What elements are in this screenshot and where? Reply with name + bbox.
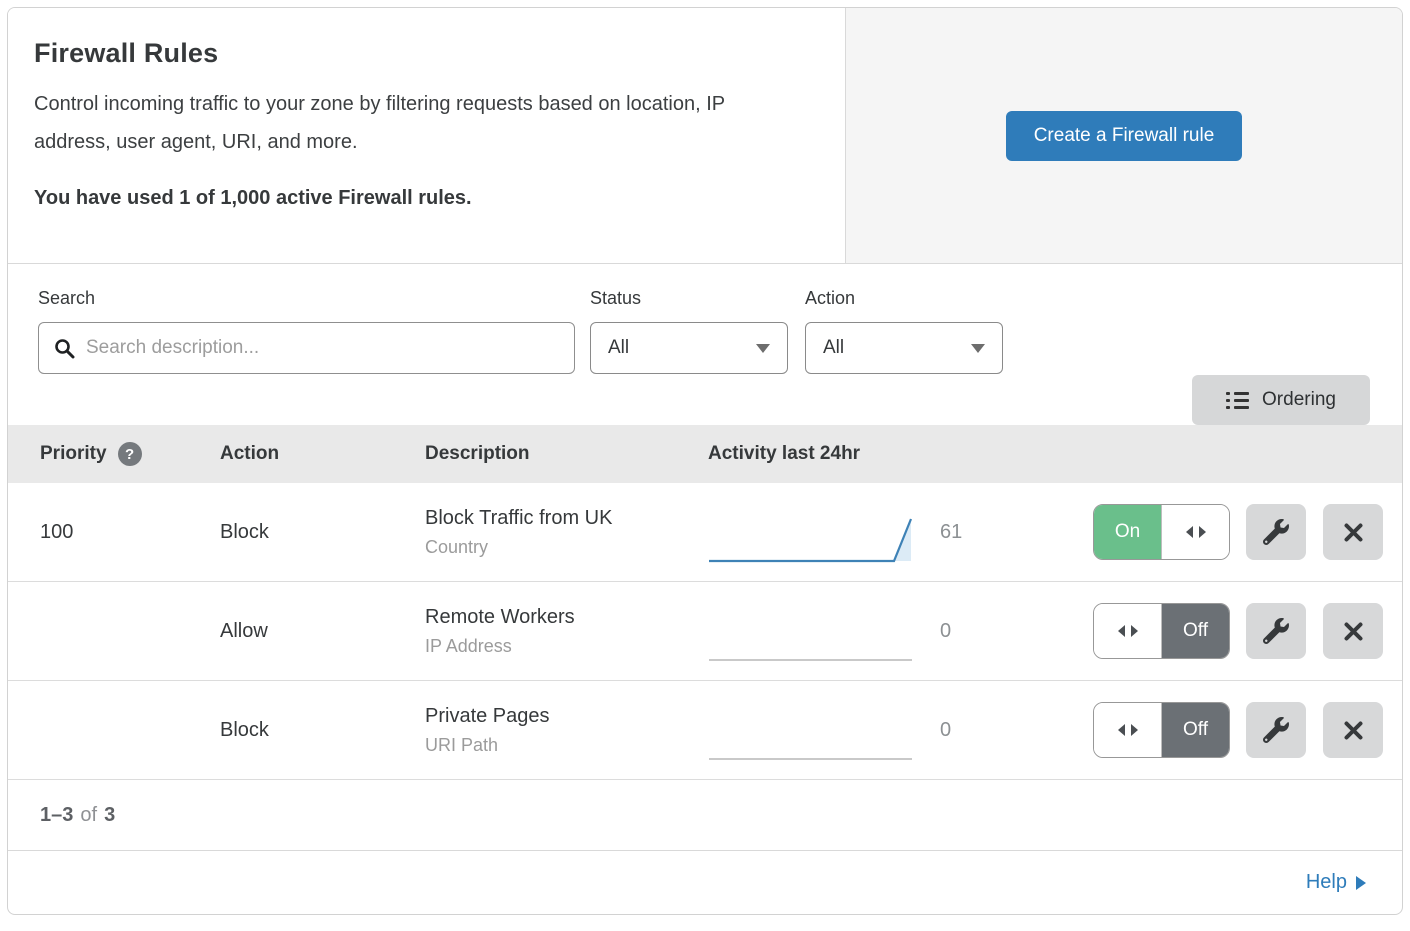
search-box[interactable] xyxy=(38,322,575,374)
close-icon xyxy=(1344,622,1362,640)
header-action-panel: Create a Firewall rule xyxy=(846,8,1402,263)
page-description: Control incoming traffic to your zone by… xyxy=(34,93,725,153)
toggle-on-label: On xyxy=(1094,505,1161,559)
ordering-button-label: Ordering xyxy=(1262,389,1336,410)
firewall-rules-card: Firewall Rules Control incoming traffic … xyxy=(7,7,1403,915)
table-row: Allow Remote Workers IP Address 0 Off xyxy=(8,582,1402,681)
page-title: Firewall Rules xyxy=(34,38,219,68)
column-description: Description xyxy=(425,443,530,464)
rule-type: IP Address xyxy=(425,635,512,656)
action-select[interactable]: All xyxy=(805,322,1003,374)
help-link[interactable]: Help xyxy=(1306,871,1366,894)
table-row: 100 Block Block Traffic from UK Country … xyxy=(8,483,1402,582)
search-icon xyxy=(55,338,75,358)
column-priority: Priority xyxy=(40,443,107,464)
edit-rule-button[interactable] xyxy=(1246,702,1306,758)
toggle-drag-handle-icon xyxy=(1161,505,1229,559)
activity-sparkline xyxy=(709,758,912,760)
create-firewall-rule-button[interactable]: Create a Firewall rule xyxy=(1005,110,1243,161)
chevron-down-icon xyxy=(756,343,770,353)
search-input[interactable] xyxy=(86,337,559,359)
rule-action: Allow xyxy=(220,619,268,642)
help-bar: Help xyxy=(8,851,1402,914)
close-icon xyxy=(1344,721,1362,739)
header-section: Firewall Rules Control incoming traffic … xyxy=(8,8,1402,264)
table-header: Priority ? Action Description Activity l… xyxy=(8,425,1402,483)
ordering-button[interactable]: Ordering xyxy=(1192,375,1370,425)
activity-sparkline xyxy=(709,659,912,661)
wrench-icon xyxy=(1263,519,1289,545)
table-row: Block Private Pages URI Path 0 Off xyxy=(8,681,1402,780)
toggle-drag-handle-icon xyxy=(1094,703,1162,757)
rule-name: Remote Workers xyxy=(425,605,575,628)
delete-rule-button[interactable] xyxy=(1323,702,1383,758)
search-label: Search xyxy=(38,288,96,308)
rule-name: Private Pages xyxy=(425,704,550,727)
chevron-down-icon xyxy=(971,343,985,353)
toggle-off-label: Off xyxy=(1162,703,1229,757)
action-selected-value: All xyxy=(823,337,845,358)
status-selected-value: All xyxy=(608,337,630,358)
activity-sparkline xyxy=(709,518,913,563)
wrench-icon xyxy=(1263,717,1289,743)
column-action: Action xyxy=(220,443,280,464)
wrench-icon xyxy=(1263,618,1289,644)
header-text-panel: Firewall Rules Control incoming traffic … xyxy=(8,8,846,263)
close-icon xyxy=(1344,523,1362,541)
activity-count: 61 xyxy=(940,520,963,543)
status-label: Status xyxy=(590,288,642,308)
pagination-total: 3 xyxy=(104,803,116,826)
rule-priority: 100 xyxy=(40,520,74,543)
column-activity: Activity last 24hr xyxy=(708,443,861,464)
rule-enabled-toggle[interactable]: On xyxy=(1093,504,1230,560)
edit-rule-button[interactable] xyxy=(1246,504,1306,560)
filters-bar: Search Status All Action All xyxy=(8,264,1402,425)
arrow-right-icon xyxy=(1356,875,1366,890)
status-select[interactable]: All xyxy=(590,322,788,374)
delete-rule-button[interactable] xyxy=(1323,603,1383,659)
rule-enabled-toggle[interactable]: Off xyxy=(1093,603,1230,659)
usage-note: You have used 1 of 1,000 active Firewall… xyxy=(34,187,472,209)
action-label: Action xyxy=(805,288,856,308)
rule-enabled-toggle[interactable]: Off xyxy=(1093,702,1230,758)
activity-count: 0 xyxy=(940,718,952,741)
rule-type: Country xyxy=(425,536,489,557)
help-label: Help xyxy=(1305,871,1347,893)
rule-type: URI Path xyxy=(425,734,499,755)
rule-name: Block Traffic from UK xyxy=(425,506,613,529)
ordered-list-icon xyxy=(1226,391,1250,409)
pagination-bar: 1–3 of 3 xyxy=(8,780,1402,851)
toggle-drag-handle-icon xyxy=(1094,604,1162,658)
delete-rule-button[interactable] xyxy=(1323,504,1383,560)
rule-action: Block xyxy=(220,520,269,543)
toggle-off-label: Off xyxy=(1162,604,1229,658)
pagination-of: of xyxy=(80,803,98,826)
activity-count: 0 xyxy=(940,619,952,642)
edit-rule-button[interactable] xyxy=(1246,603,1306,659)
priority-help-icon[interactable]: ? xyxy=(117,442,142,466)
pagination-range: 1–3 xyxy=(40,803,74,826)
rule-action: Block xyxy=(220,718,269,741)
